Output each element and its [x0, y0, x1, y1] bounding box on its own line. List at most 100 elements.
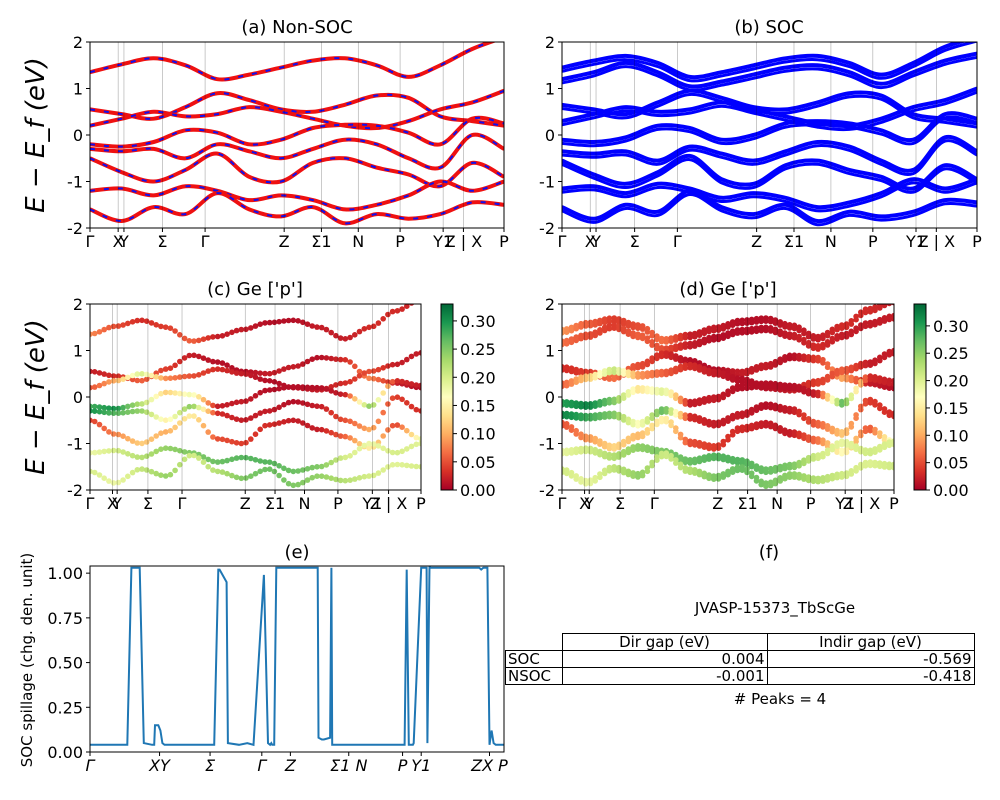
- projection-point: [635, 446, 641, 452]
- projection-point: [233, 474, 240, 481]
- projection-point: [805, 343, 812, 349]
- projection-point: [748, 384, 755, 391]
- projection-point: [177, 409, 183, 416]
- projection-point: [606, 369, 613, 376]
- projection-point: [682, 459, 689, 466]
- projection-point: [323, 326, 330, 333]
- projection-point: [734, 321, 741, 327]
- projection-point: [418, 350, 421, 356]
- projection-point: [696, 418, 703, 425]
- projection-point: [644, 447, 651, 454]
- projection-point: [711, 476, 717, 483]
- projection-point: [886, 380, 893, 387]
- projection-point: [654, 411, 660, 418]
- panel-d-title: (d) Ge ['p']: [679, 279, 776, 300]
- projection-point: [853, 468, 859, 474]
- projection-point: [772, 320, 779, 327]
- projection-point: [568, 327, 575, 334]
- projection-point: [763, 364, 769, 371]
- projection-point: [616, 370, 622, 376]
- projection-point: [347, 393, 353, 399]
- projection-point: [881, 437, 888, 443]
- projection-point: [257, 321, 264, 328]
- band-line: [562, 111, 977, 145]
- projection-point: [290, 364, 297, 370]
- projection-point: [276, 368, 282, 374]
- projection-point: [658, 390, 665, 397]
- projection-point: [635, 423, 641, 429]
- projection-point: [639, 335, 646, 342]
- projection-point: [649, 448, 655, 455]
- projection-point: [753, 367, 760, 373]
- projection-point: [172, 467, 178, 474]
- projection-point: [758, 318, 764, 325]
- projection-point: [115, 479, 122, 486]
- projection-point: [673, 460, 679, 466]
- projection-point: [677, 345, 684, 351]
- projection-point: [658, 371, 665, 378]
- projection-point: [654, 390, 660, 396]
- projection-point: [347, 477, 353, 484]
- projection-point: [370, 402, 377, 408]
- projection-point: [318, 473, 325, 480]
- projection-point: [763, 318, 769, 325]
- projection-point: [677, 434, 684, 441]
- projection-point: [181, 355, 188, 361]
- projection-point: [753, 407, 760, 414]
- projection-point: [801, 476, 807, 482]
- projection-point: [229, 369, 235, 375]
- projection-point: [309, 356, 316, 363]
- projection-point: [271, 468, 278, 475]
- projection-point: [853, 388, 859, 395]
- projection-point: [361, 473, 368, 480]
- projection-point: [601, 401, 608, 407]
- projection-point: [356, 475, 363, 481]
- projection-point: [347, 453, 353, 459]
- projection-point: [394, 422, 401, 428]
- projection-point: [639, 422, 646, 428]
- projection-point: [101, 448, 107, 455]
- projection-point: [620, 395, 627, 402]
- projection-point: [748, 319, 755, 326]
- projection-point: [758, 383, 764, 390]
- projection-point: [257, 389, 264, 396]
- projection-point: [134, 467, 141, 473]
- projection-point: [266, 387, 273, 393]
- projection-point: [772, 425, 779, 432]
- projection-point: [791, 409, 798, 416]
- projection-point: [172, 390, 178, 396]
- projection-point: [129, 402, 136, 409]
- band-line-split: [562, 193, 977, 227]
- projection-point: [715, 372, 722, 378]
- projection-point: [318, 385, 325, 391]
- projection-point: [181, 335, 188, 342]
- projection-point: [300, 479, 306, 486]
- projection-point: [739, 467, 745, 474]
- projection-point: [290, 468, 297, 475]
- projection-point: [687, 441, 693, 448]
- projection-point: [210, 358, 216, 365]
- projection-point: [578, 404, 584, 410]
- projection-point: [162, 473, 169, 479]
- projection-point: [328, 388, 335, 394]
- projection-point: [224, 412, 230, 419]
- projection-point: [573, 379, 579, 386]
- projection-point: [578, 415, 584, 422]
- projection-point: [568, 381, 575, 387]
- projection-point: [810, 438, 817, 445]
- ytick-label: 0: [545, 126, 555, 145]
- projection-point: [891, 297, 897, 303]
- projection-point: [91, 469, 98, 476]
- projection-point: [143, 318, 150, 325]
- projection-point: [573, 476, 579, 482]
- ytick-label: 2: [73, 33, 83, 52]
- projection-point: [786, 465, 793, 471]
- projection-point: [711, 327, 717, 334]
- projection-point: [606, 413, 613, 420]
- projection-point: [389, 378, 396, 385]
- projection-point: [115, 323, 122, 329]
- projection-point: [687, 402, 693, 408]
- projection-point: [649, 333, 655, 339]
- projection-point: [677, 358, 684, 364]
- colorbar-tick-label: 0.25: [460, 340, 496, 359]
